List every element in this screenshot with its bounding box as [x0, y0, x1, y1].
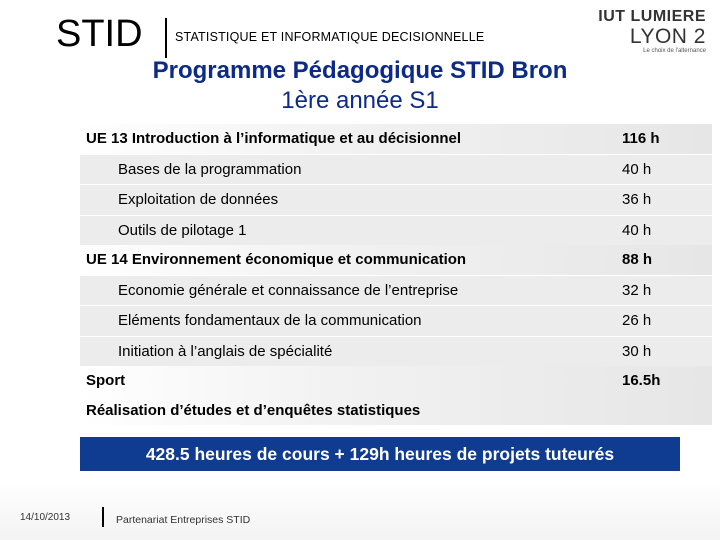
- brand-title: STID: [56, 13, 143, 55]
- footer-divider: [102, 507, 104, 527]
- row-label: Eléments fondamentaux de la communicatio…: [118, 312, 422, 330]
- footer: 14/10/2013 Partenariat Entreprises STID: [0, 479, 720, 540]
- brand-subtitle: STATISTIQUE ET INFORMATIQUE DECISIONNELL…: [175, 30, 485, 44]
- row-hours: 116 h: [622, 130, 660, 148]
- row-hours: 26 h: [622, 312, 652, 330]
- title-sub: 1ère année S1: [281, 87, 439, 114]
- row-label: Bases de la programmation: [118, 160, 302, 178]
- logo-top-text: IUT LUMIERE: [598, 8, 706, 25]
- ue-row: UE 14 Environnement économique et commun…: [80, 245, 712, 275]
- row-hours: 32 h: [622, 281, 652, 299]
- footer-date: 14/10/2013: [20, 512, 71, 523]
- row-label: Sport: [86, 372, 126, 390]
- total-hours-banner: 428.5 heures de cours + 129h heures de p…: [80, 437, 680, 471]
- row-hours: 36 h: [622, 191, 652, 209]
- brand-divider: [165, 18, 167, 58]
- row-label: Outils de pilotage 1: [118, 221, 247, 239]
- course-row: Economie générale et connaissance de l’e…: [80, 274, 712, 305]
- program-table: UE 13 Introduction à l’informatique et a…: [80, 124, 712, 425]
- row-hours: 40 h: [622, 160, 652, 178]
- row-label: UE 13 Introduction à l’informatique et a…: [86, 130, 462, 148]
- course-row: Outils de pilotage 1 40 h: [80, 214, 712, 245]
- footer-partner: Partenariat Entreprises STID: [116, 514, 251, 526]
- row-label: Exploitation de données: [118, 191, 279, 209]
- row-hours: 88 h: [622, 251, 653, 269]
- iut-lyon2-logo: IUT LUMIERE LYON 2 Le choix de l'alterna…: [598, 8, 706, 54]
- row-hours: 16.5h: [622, 372, 661, 390]
- course-row: Eléments fondamentaux de la communicatio…: [80, 305, 712, 336]
- project-row: Réalisation d’études et d’enquêtes stati…: [80, 395, 712, 425]
- ue-row: UE 13 Introduction à l’informatique et a…: [80, 124, 712, 154]
- title-main: Programme Pédagogique STID Bron: [152, 57, 568, 84]
- logo-tagline: Le choix de l'alternance: [643, 48, 706, 54]
- course-row: Bases de la programmation 40 h: [80, 153, 712, 184]
- row-label: Réalisation d’études et d’enquêtes stati…: [86, 401, 421, 419]
- sport-row: Sport 16.5h: [80, 366, 712, 396]
- row-hours: 30 h: [622, 342, 652, 360]
- logo-middle-text: LYON 2: [629, 25, 706, 48]
- row-hours: 40 h: [622, 221, 652, 239]
- row-label: Economie générale et connaissance de l’e…: [118, 281, 459, 299]
- course-row: Initiation à l’anglais de spécialité 30 …: [80, 335, 712, 366]
- page-title: Programme Pédagogique STID Bron 1ère ann…: [0, 56, 720, 116]
- course-row: Exploitation de données 36 h: [80, 184, 712, 215]
- row-label: Initiation à l’anglais de spécialité: [118, 342, 333, 360]
- row-label: UE 14 Environnement économique et commun…: [86, 251, 467, 269]
